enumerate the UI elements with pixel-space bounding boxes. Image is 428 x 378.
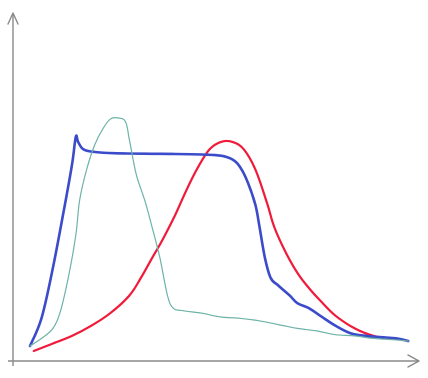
y-axis-arrow-icon: [7, 12, 19, 25]
series-line-1: [32, 139, 410, 353]
series-group: [28, 117, 410, 353]
series-line-2: [28, 134, 410, 348]
y-axis: [7, 12, 19, 366]
x-axis-arrow-icon: [407, 354, 420, 368]
x-axis: [8, 354, 420, 368]
series-line-3: [29, 117, 409, 347]
